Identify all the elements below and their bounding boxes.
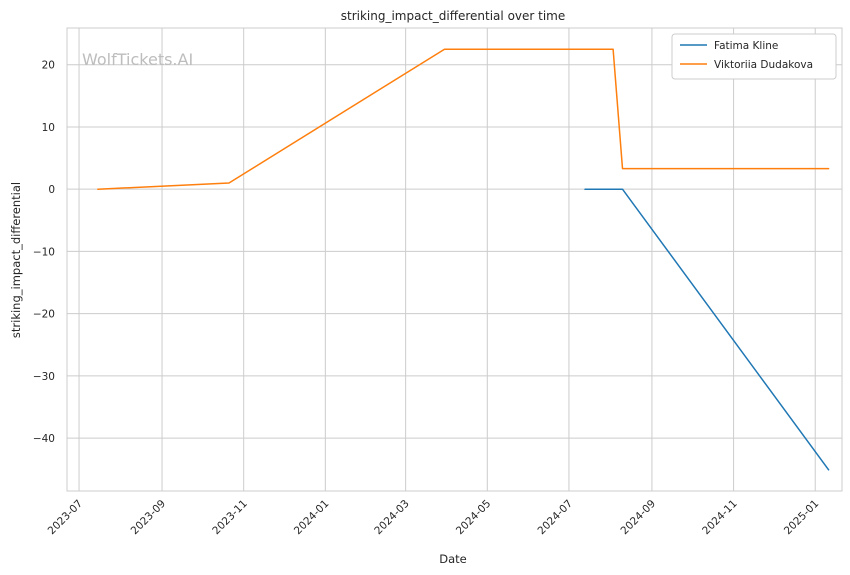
x-tick-labels: 2023-07 2023-09 2023-11 2024-01 2024-03 2024-… [46,498,822,538]
y-tick-label: −20 [33,309,55,321]
series-lines [97,48,830,471]
x-tick-label: 2023-07 [46,498,86,538]
plot-frame [66,27,843,492]
y-tick-label: −30 [33,371,55,383]
x-tick-label: 2023-11 [210,498,250,538]
watermark: WolfTickets.AI [82,50,193,69]
y-tick-label: 10 [42,122,55,134]
series-line-1 [97,48,830,190]
x-tick-label: 2024-07 [536,498,576,538]
y-tick-labels: 20 10 0 −10 −20 −30 −40 [33,60,55,445]
legend: Fatima Kline Viktoriia Dudakova [671,33,837,80]
x-tick-label: 2024-09 [619,498,659,538]
y-tick-label: −40 [33,433,55,445]
y-tick-label: −10 [33,246,55,258]
chart-title: striking_impact_differential over time [341,9,566,23]
legend-label-1: Viktoriia Dudakova [714,59,813,71]
series-line-0 [584,188,830,471]
y-tick-label: 0 [48,184,55,196]
x-tick-label: 2024-11 [700,498,740,538]
legend-box [671,33,837,80]
x-tick-label: 2023-09 [129,498,169,538]
x-tick-label: 2024-03 [372,498,412,538]
y-tick-label: 20 [42,60,55,72]
x-axis-label: Date [439,552,467,566]
x-tick-label: 2025-01 [782,498,822,538]
grid-lines [67,28,842,491]
x-tick-label: 2024-01 [292,498,332,538]
legend-label-0: Fatima Kline [714,40,778,52]
y-axis-label: striking_impact_differential [9,182,23,338]
x-tick-label: 2024-05 [454,498,494,538]
